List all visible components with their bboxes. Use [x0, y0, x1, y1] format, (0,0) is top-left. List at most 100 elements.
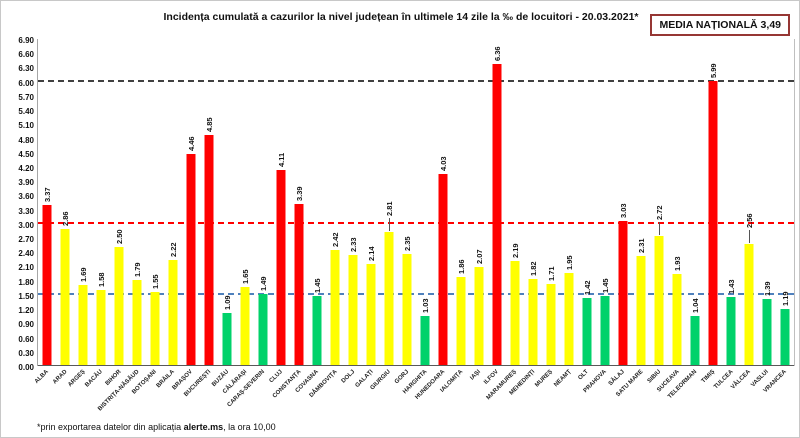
bar-slot-CLUJ: 4.11	[272, 38, 290, 365]
x-slot-DÂMBOVIȚA: DÂMBOVIȚA	[308, 367, 343, 413]
plot-area: 0.00 0.30 0.60 0.90 1.20 1.50 1.80 2.10 2.40 2.70…	[18, 36, 795, 372]
bar-value-label: 2.22	[169, 242, 178, 257]
y-tick-label: 0.60	[18, 334, 34, 344]
bar-slot-MEHEDINȚI: 1.82	[524, 38, 542, 365]
bar-value-label: 2.72	[655, 205, 664, 221]
bar-slot-SATU MARE: 2.31	[632, 38, 650, 365]
footnote-suffix: , la ora 10,00	[223, 422, 276, 432]
bar-slot-TELEORMAN: 1.04	[686, 38, 704, 365]
bar-value-label: 2.50	[115, 228, 124, 244]
x-slot-BRĂILA: BRĂILA	[156, 367, 181, 413]
bar-slot-DÂMBOVIȚA: 2.42	[326, 38, 344, 365]
y-tick-label: 0.30	[18, 348, 34, 358]
bar-slot-VÂLCEA: 2.56	[740, 38, 758, 365]
bar-value-label: 2.19	[511, 243, 520, 259]
y-tick-label: 3.90	[18, 178, 34, 188]
bar-slot-BACĂU: 1.58	[92, 38, 110, 365]
bar-slot-BUZĂU: 1.09	[218, 38, 236, 365]
bar-value-label: 4.03	[439, 156, 448, 172]
x-slot-MEHEDINȚI: MEHEDINȚI	[509, 367, 541, 413]
bar-value-label: 1.39	[763, 281, 772, 297]
bar-CLUJ	[276, 170, 286, 365]
bar-value-label: 3.39	[295, 186, 304, 202]
bar-slot-NEAMȚ: 1.95	[560, 38, 578, 365]
footnote: *prin exportarea datelor din aplicația a…	[37, 422, 276, 432]
bar-value-label: 1.79	[133, 262, 142, 278]
x-slot-TIMIȘ: TIMIȘ	[701, 367, 721, 413]
bar-value-label: 2.81	[385, 201, 394, 216]
bar-HARGHITA	[420, 316, 430, 365]
bar-value-label: 2.56	[745, 213, 754, 228]
bar-value-label: 1.58	[97, 272, 106, 288]
bar-GALAȚI	[366, 263, 376, 365]
bar-SĂLAJ	[618, 221, 628, 365]
bar-IAȘI	[474, 266, 484, 365]
y-tick-label: 5.10	[18, 121, 34, 131]
bar-value-label: 2.33	[349, 236, 358, 252]
bar-slot-TULCEA: 1.43	[722, 38, 740, 365]
national-average-badge: MEDIA NAȚIONALĂ 3,49	[650, 14, 790, 36]
bar-TELEORMAN	[690, 315, 700, 365]
bar-CARAȘ-SEVERIN	[258, 294, 268, 365]
bar-DÂMBOVIȚA	[330, 250, 340, 365]
x-slot-TULCEA: TULCEA	[713, 367, 739, 413]
bar-slot-GORJ: 2.35	[398, 38, 416, 365]
x-slot-GALAȚI: GALAȚI	[354, 367, 379, 413]
bar-slot-BISTRIȚA-NĂSĂUD: 1.79	[128, 38, 146, 365]
bar-slot-HARGHITA: 1.03	[416, 38, 434, 365]
y-tick-label: 0.00	[18, 363, 34, 372]
x-slot-TELEORMAN: TELEORMAN	[667, 367, 703, 413]
y-tick-label: 4.80	[18, 135, 34, 145]
bar-slot-PRAHOVA: 1.45	[596, 38, 614, 365]
x-slot-ALBA: ALBA	[34, 367, 55, 413]
y-tick-label: 6.30	[18, 64, 34, 74]
bar-value-label: 1.19	[781, 291, 790, 306]
x-slot-IAȘI: IAȘI	[469, 367, 487, 413]
bar-series: 3.37 2.86 1.69 1.58 2.50 1.79 1.55 2.22 4.46 4.85…	[38, 38, 794, 366]
x-slot-IALOMIȚA: IALOMIȚA	[439, 367, 469, 413]
bar-ARGEȘ	[78, 284, 88, 365]
bar-BISTRIȚA-NĂSĂUD	[132, 280, 142, 365]
y-tick-label: 1.50	[18, 291, 34, 301]
bar-HUNEDOARA	[438, 174, 448, 365]
bar-slot-CONSTANȚA: 3.39	[290, 38, 308, 365]
bar-slot-MUREȘ: 1.71	[542, 38, 560, 365]
y-tick-label: 2.40	[18, 249, 34, 259]
x-axis-label: IAȘI	[469, 369, 483, 382]
x-slot-VÂLCEA: VÂLCEA	[731, 367, 757, 413]
bar-value-label: 4.46	[187, 136, 196, 151]
bar-slot-IAȘI: 2.07	[470, 38, 488, 365]
bar-value-label: 1.45	[313, 278, 322, 294]
y-tick-label: 0.90	[18, 320, 34, 330]
bar-IALOMIȚA	[456, 276, 466, 365]
y-tick-label: 3.30	[18, 206, 34, 216]
bar-ILFOV	[492, 63, 502, 365]
bar-MUREȘ	[546, 283, 556, 365]
bar-value-label: 1.93	[673, 255, 682, 271]
bar-slot-ALBA: 3.37	[38, 38, 56, 365]
bar-slot-CĂLĂRAȘI: 1.65	[236, 38, 254, 365]
bar-SATU MARE	[636, 255, 646, 365]
bar-value-label: 1.09	[223, 295, 232, 311]
bar-value-label: 1.55	[151, 273, 160, 289]
bar-value-label: 1.42	[583, 280, 592, 295]
bar-BUZĂU	[222, 313, 232, 365]
x-slot-BOTOȘANI: BOTOȘANI	[132, 367, 163, 413]
bar-TIMIȘ	[708, 81, 718, 365]
bar-slot-VRANCEA: 1.19	[776, 38, 794, 365]
bar-DOLJ	[348, 254, 358, 365]
x-slot-PRAHOVA: PRAHOVA	[583, 367, 613, 413]
bar-SIBIU	[654, 236, 664, 365]
bar-value-label: 2.31	[637, 237, 646, 253]
bar-value-label: 4.11	[277, 153, 286, 168]
x-slot-GIURGIU: GIURGIU	[370, 367, 397, 413]
y-tick-label: 1.80	[18, 277, 34, 287]
label-leader-line	[749, 229, 750, 243]
bar-COVASNA	[312, 296, 322, 365]
bar-value-label: 2.07	[475, 249, 484, 264]
y-tick-label: 5.40	[18, 107, 34, 117]
x-axis-label: DOLJ	[340, 369, 357, 385]
bar-value-label: 1.95	[565, 254, 574, 270]
y-tick-label: 6.90	[18, 36, 34, 45]
bar-value-label: 2.35	[403, 236, 412, 251]
